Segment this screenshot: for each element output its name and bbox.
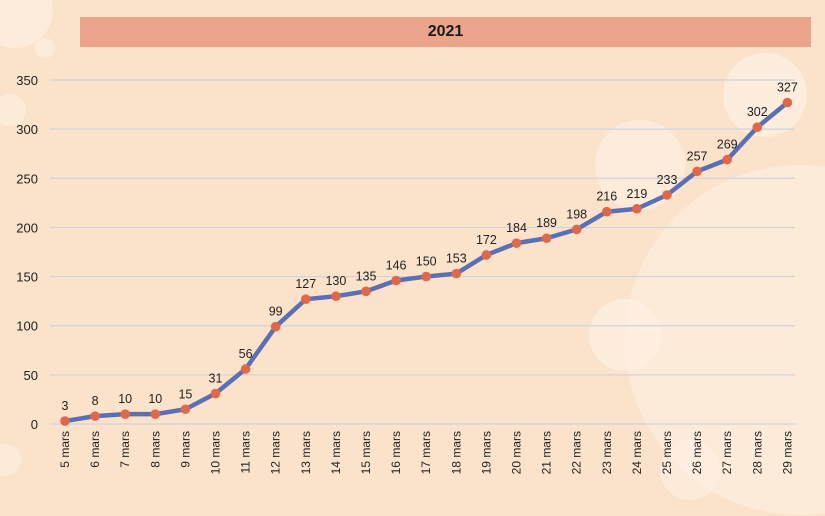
x-tick-label: 5 mars xyxy=(58,431,72,468)
x-tick-label: 8 mars xyxy=(148,431,162,468)
data-label: 10 xyxy=(148,392,162,406)
data-point xyxy=(270,321,281,332)
x-tick-label: 24 mars xyxy=(630,431,644,474)
data-point xyxy=(120,409,130,419)
data-label: 3 xyxy=(62,399,69,413)
x-tick-label: 17 mars xyxy=(419,431,433,474)
data-label: 269 xyxy=(717,138,738,152)
data-label: 233 xyxy=(657,173,678,187)
data-point xyxy=(331,291,341,302)
data-label: 135 xyxy=(356,269,377,283)
y-tick-label: 350 xyxy=(16,73,38,88)
x-tick-label: 10 mars xyxy=(209,431,223,474)
data-point xyxy=(481,250,492,260)
data-label: 216 xyxy=(596,190,617,204)
y-tick-label: 150 xyxy=(16,270,38,285)
data-point xyxy=(421,271,432,282)
x-tick-label: 23 mars xyxy=(600,431,614,474)
x-tick-label: 29 mars xyxy=(780,431,794,474)
y-tick-label: 0 xyxy=(31,417,38,432)
data-point xyxy=(451,268,462,279)
data-label: 8 xyxy=(92,394,99,408)
chart-title: 2021 xyxy=(427,23,464,40)
x-tick-label: 12 mars xyxy=(269,431,283,474)
data-point xyxy=(571,224,582,235)
data-label: 15 xyxy=(178,387,192,401)
data-point xyxy=(180,404,191,415)
data-point xyxy=(90,411,100,421)
data-point xyxy=(541,233,552,244)
x-tick-label: 20 mars xyxy=(510,431,524,474)
x-tick-label: 9 mars xyxy=(178,431,192,468)
data-label: 198 xyxy=(566,207,587,221)
y-tick-label: 300 xyxy=(16,122,38,137)
data-point xyxy=(692,166,702,177)
x-tick-label: 21 mars xyxy=(540,431,554,474)
data-point xyxy=(511,238,522,248)
data-label: 150 xyxy=(416,255,437,269)
data-point xyxy=(602,206,612,217)
x-tick-label: 7 mars xyxy=(118,431,132,468)
data-label: 146 xyxy=(386,259,407,273)
title-bar: 2021 xyxy=(80,17,811,47)
x-tick-label: 15 mars xyxy=(359,431,373,474)
x-tick-label: 6 mars xyxy=(88,431,102,468)
x-tick-label: 26 mars xyxy=(690,431,704,474)
data-point xyxy=(240,364,251,374)
data-label: 257 xyxy=(687,149,708,163)
data-label: 56 xyxy=(239,347,253,361)
data-point xyxy=(752,122,763,132)
data-label: 31 xyxy=(209,372,223,386)
data-point xyxy=(301,294,311,304)
data-label: 153 xyxy=(446,252,467,266)
y-tick-label: 50 xyxy=(24,368,38,383)
x-tick-label: 25 mars xyxy=(660,431,674,474)
data-label: 327 xyxy=(777,81,798,95)
data-label: 184 xyxy=(506,221,527,235)
data-label: 130 xyxy=(325,274,346,288)
data-point xyxy=(722,154,732,165)
x-tick-label: 28 mars xyxy=(750,431,764,474)
x-tick-label: 14 mars xyxy=(329,431,343,474)
data-label: 189 xyxy=(536,216,557,230)
x-tick-label: 27 mars xyxy=(720,431,734,474)
data-label: 302 xyxy=(747,105,768,119)
data-label: 172 xyxy=(476,233,497,247)
y-tick-label: 200 xyxy=(16,220,38,235)
data-label: 10 xyxy=(118,392,132,406)
data-point xyxy=(210,388,221,399)
x-tick-label: 16 mars xyxy=(389,431,403,474)
data-label: 219 xyxy=(626,187,647,201)
data-point xyxy=(632,203,642,214)
data-point xyxy=(662,190,672,200)
x-tick-label: 19 mars xyxy=(479,431,493,474)
x-tick-label: 13 mars xyxy=(299,431,313,474)
data-label: 127 xyxy=(295,277,316,291)
data-point xyxy=(391,275,401,286)
data-point xyxy=(60,416,70,426)
y-tick-label: 100 xyxy=(16,319,38,334)
x-tick-label: 18 mars xyxy=(449,431,463,474)
x-tick-label: 22 mars xyxy=(570,431,584,474)
x-tick-label: 11 mars xyxy=(239,431,253,473)
y-tick-label: 250 xyxy=(16,171,38,186)
data-label: 99 xyxy=(269,305,283,319)
data-point xyxy=(361,286,371,297)
data-point xyxy=(150,409,161,419)
data-point xyxy=(782,97,793,108)
